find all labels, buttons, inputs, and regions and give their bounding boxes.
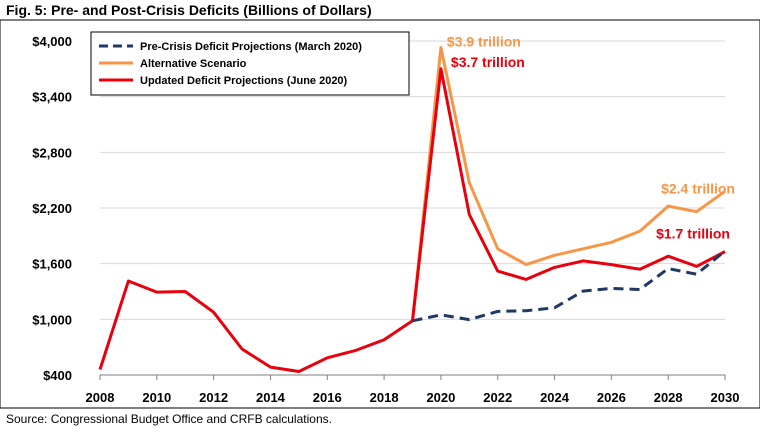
figure-title: Fig. 5: Pre- and Post-Crisis Deficits (B…	[6, 2, 372, 18]
x-tick-label: 2016	[313, 390, 342, 405]
legend: Pre-Crisis Deficit Projections (March 20…	[90, 31, 410, 96]
legend-item-alternative-label: Alternative Scenario	[140, 58, 247, 70]
x-tick-label: 2028	[654, 390, 683, 405]
annotation-alternative-2030: $2.4 trillion	[661, 180, 735, 196]
annotation-updated-2020: $3.7 trillion	[451, 54, 525, 70]
x-tick-label: 2020	[426, 390, 455, 405]
x-tick-label: 2024	[540, 390, 570, 405]
y-tick-label: $400	[43, 368, 72, 383]
axes: $400 $1,000 $1,600 $2,200 $2,800 $3,400 $4,000…	[32, 34, 739, 405]
series-layer	[98, 46, 726, 373]
x-tick-label: 2026	[597, 390, 626, 405]
x-tick-label: 2008	[86, 390, 115, 405]
legend-item-pre-crisis-label: Pre-Crisis Deficit Projections (March 20…	[140, 41, 362, 53]
plot-area-frame	[0, 19, 760, 409]
x-tick-label: 2012	[199, 390, 228, 405]
alternative-scenario-series-line	[411, 46, 726, 321]
x-tick-label: 2022	[483, 390, 512, 405]
x-tick-label: 2010	[142, 390, 171, 405]
annotations: $3.9 trillion $3.7 trillion $2.4 trillion $…	[447, 34, 735, 242]
y-tick-label: $1,000	[32, 312, 72, 327]
x-tick-label: 2014	[256, 390, 286, 405]
x-tick-label: 2018	[370, 390, 399, 405]
y-tick-label: $2,800	[32, 145, 72, 160]
y-tick-label: $3,400	[32, 90, 72, 105]
source-note: Source: Congressional Budget Office and …	[6, 412, 332, 426]
x-tick-label: 2030	[711, 390, 740, 405]
y-tick-label: $1,600	[32, 257, 72, 272]
annotation-updated-2030: $1.7 trillion	[656, 226, 730, 242]
grid-lines	[100, 40, 725, 320]
annotation-alternative-2020: $3.9 trillion	[447, 34, 521, 50]
y-tick-label: $4,000	[32, 34, 72, 49]
legend-item-updated-label: Updated Deficit Projections (June 2020)	[140, 75, 348, 87]
pre-crisis-series-line	[412, 249, 726, 323]
y-tick-label: $2,200	[32, 201, 72, 216]
updated-projections-series-line	[98, 67, 726, 373]
legend-box	[90, 31, 410, 96]
